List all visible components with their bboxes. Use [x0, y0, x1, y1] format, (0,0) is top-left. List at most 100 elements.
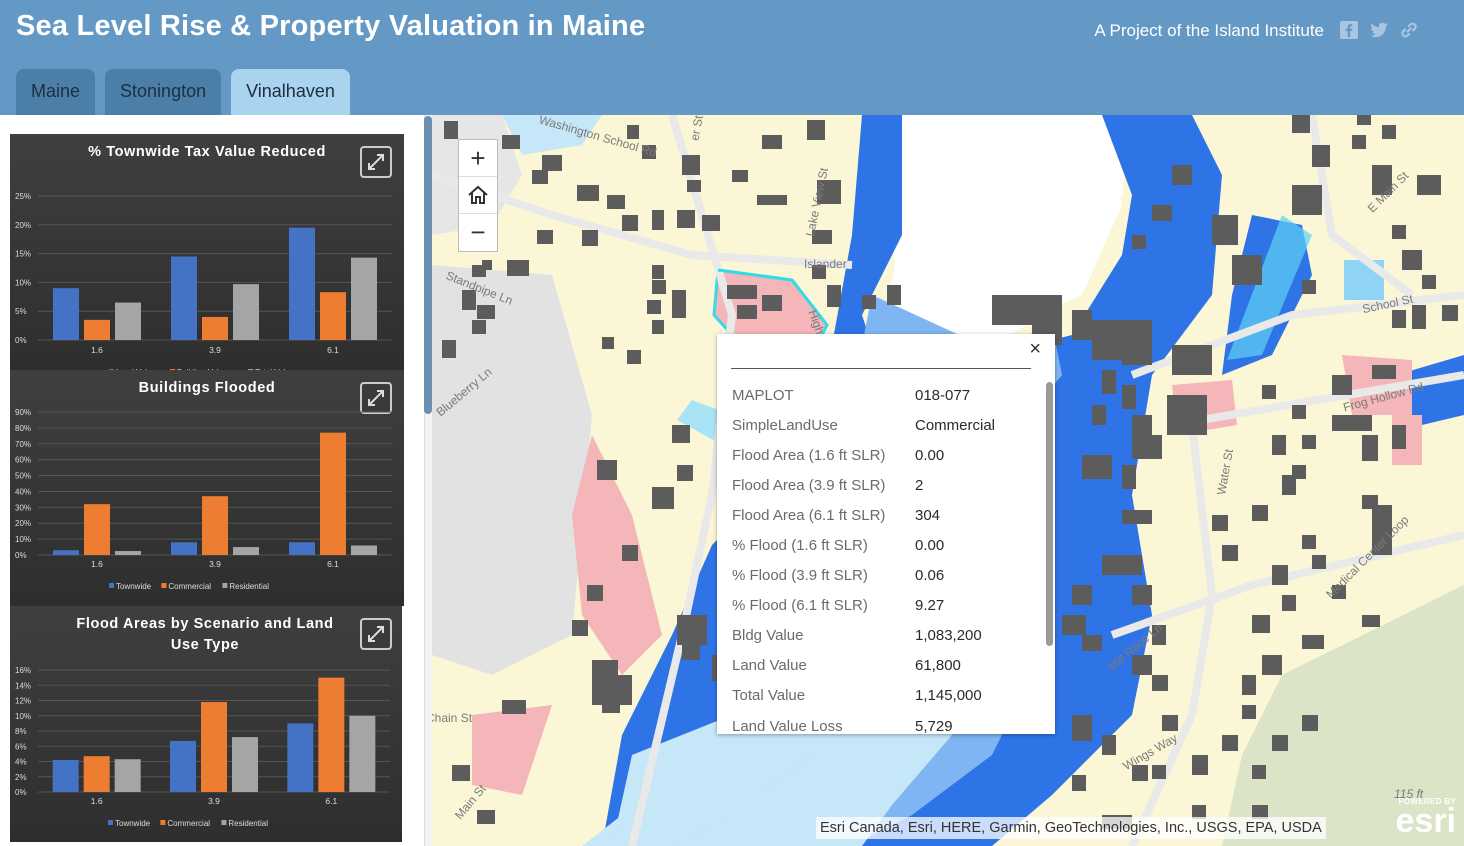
y-tick-label: 25% [15, 192, 31, 201]
bar-building-value[interactable] [84, 319, 110, 340]
powered-by-label: POWERED BY [1398, 797, 1456, 806]
bar-townwide[interactable] [289, 542, 315, 555]
esri-logo-text: esri [1395, 802, 1457, 840]
bar-land-value[interactable] [289, 227, 315, 340]
x-tick-label: 6.1 [327, 559, 339, 569]
bar-residential[interactable] [115, 551, 141, 555]
tab-stonington[interactable]: Stonington [105, 69, 222, 115]
legend-label: Townwide [116, 582, 152, 591]
bar-townwide[interactable] [53, 550, 79, 555]
facebook-icon[interactable] [1339, 20, 1359, 40]
map-attribution: Esri Canada, Esri, HERE, Garmin, GeoTech… [816, 817, 1326, 839]
legend-label: Residential [228, 819, 268, 828]
popup-row: % Flood (1.6 ft SLR) 0.00 [732, 530, 1032, 560]
bar-building-value[interactable] [320, 292, 346, 340]
bar-residential[interactable] [349, 715, 376, 792]
bar-total-value[interactable] [351, 257, 377, 340]
expand-icon[interactable] [360, 618, 392, 650]
bar-commercial[interactable] [84, 504, 110, 555]
legend-label: Commercial [167, 819, 210, 828]
tab-vinalhaven[interactable]: Vinalhaven [231, 69, 350, 115]
x-tick-label: 3.9 [208, 796, 220, 806]
legend-swatch [221, 820, 227, 825]
app-header: Sea Level Rise & Property Valuation in M… [0, 0, 1464, 115]
tab-bar: Maine Stonington Vinalhaven [16, 69, 350, 115]
legend-swatch [109, 583, 114, 588]
y-tick-label: 60% [15, 456, 31, 465]
bar-total-value[interactable] [115, 302, 141, 340]
popup-row: Total Value 1,145,000 [732, 681, 1032, 711]
bar-townwide[interactable] [170, 740, 196, 792]
popup-field-name: Flood Area (3.9 ft SLR) [732, 476, 886, 494]
popup-row: % Flood (3.9 ft SLR) 0.06 [732, 561, 1032, 591]
y-tick-label: 12% [15, 697, 31, 706]
y-tick-label: 20% [15, 519, 31, 528]
bar-commercial[interactable] [201, 702, 227, 792]
y-tick-label: 0% [15, 551, 27, 560]
legend-label: Townwide [115, 819, 151, 828]
bar-total-value[interactable] [233, 284, 259, 340]
legend-swatch [109, 369, 114, 370]
bar-townwide[interactable] [171, 542, 197, 555]
bar-commercial[interactable] [318, 677, 345, 792]
popup-field-value: 304 [915, 506, 941, 524]
bar-land-value[interactable] [171, 256, 197, 340]
legend-swatch [160, 820, 166, 825]
bar-townwide[interactable] [52, 759, 79, 792]
bar-building-value[interactable] [202, 316, 228, 340]
popup-field-value: Commercial [915, 416, 996, 434]
tab-maine[interactable]: Maine [16, 69, 96, 115]
bar-commercial[interactable] [320, 432, 346, 555]
bar-commercial[interactable] [83, 756, 110, 792]
chart-card-flood-areas: Flood Areas by Scenario and Land Use Typ… [10, 606, 402, 842]
charts-panel: % Townwide Tax Value Reduced 25% 20% 15% 10… [0, 115, 432, 846]
chart-tax-value: 25% 20% 15% 10% 5% 0% 1.6 3.9 6.1 Land Value Build… [15, 192, 392, 370]
popup-row: Flood Area (6.1 ft SLR) 304 [732, 500, 1032, 530]
expand-icon[interactable] [360, 146, 392, 178]
popup-row: Land Value 61,800 [732, 651, 1032, 681]
y-tick-label: 0% [15, 788, 27, 797]
popup-field-value: 1,083,200 [915, 627, 982, 645]
popup-scrollbar[interactable] [1046, 382, 1053, 646]
y-tick-label: 5% [15, 307, 27, 316]
bar-residential[interactable] [114, 759, 141, 792]
chart-title: Flood Areas by Scenario and Land Use Typ… [76, 616, 334, 653]
y-tick-label: 6% [15, 742, 27, 751]
popup-field-name: Flood Area (6.1 ft SLR) [732, 506, 886, 524]
bar-residential[interactable] [351, 545, 377, 555]
y-tick-label: 16% [15, 666, 31, 675]
esri-logo[interactable]: POWERED BY esri [1395, 797, 1457, 840]
bar-commercial[interactable] [202, 496, 228, 555]
zoom-in-button[interactable]: + [459, 140, 497, 177]
legend-swatch [161, 583, 167, 588]
project-link[interactable]: A Project of the Island Institute [1094, 21, 1324, 40]
bar-land-value[interactable] [53, 288, 79, 340]
bar-townwide[interactable] [287, 723, 314, 792]
y-tick-label: 10% [15, 712, 31, 721]
y-tick-label: 4% [15, 758, 27, 767]
y-tick-label: 30% [15, 503, 31, 512]
chart-title: Buildings Flooded [138, 380, 276, 396]
panel-scrollbar-track[interactable] [424, 115, 432, 846]
popup-row: MAPLOT 018-077 [732, 380, 1032, 410]
close-icon[interactable]: × [1029, 338, 1041, 360]
popup-field-value: 61,800 [915, 657, 961, 675]
popup-row: % Flood (6.1 ft SLR) 9.27 [732, 591, 1032, 621]
legend-swatch [170, 369, 175, 370]
home-icon [468, 185, 488, 204]
expand-icon[interactable] [360, 382, 392, 414]
zoom-out-button[interactable]: − [470, 217, 486, 247]
home-button[interactable] [459, 177, 497, 214]
map-view[interactable]: Washington School Rd Lake View St Standp… [432, 115, 1464, 846]
panel-scrollbar-thumb[interactable] [424, 116, 432, 414]
legend-label: Land Value [116, 368, 156, 370]
bar-residential[interactable] [233, 547, 259, 555]
popup-field-name: Bldg Value [732, 627, 804, 645]
link-icon[interactable] [1399, 20, 1419, 40]
bar-residential[interactable] [232, 737, 258, 792]
x-tick-label: 1.6 [91, 559, 103, 569]
x-tick-label: 6.1 [327, 345, 339, 355]
popup-field-name: Land Value [732, 657, 807, 675]
y-tick-label: 40% [15, 487, 31, 496]
twitter-icon[interactable] [1369, 20, 1389, 40]
